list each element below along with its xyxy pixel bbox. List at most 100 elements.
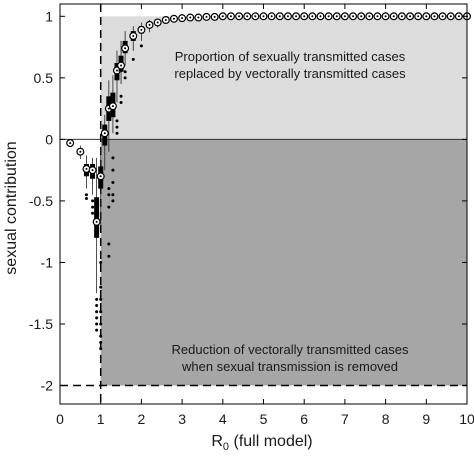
box-outlier [95,316,99,320]
box-median-dot [327,15,330,18]
box-median-dot [400,15,403,18]
y-tick-label: -1 [41,254,54,270]
box-44 [389,12,398,21]
box-median-dot [164,19,167,21]
y-axis-ticks: 1 0.5 0 -0.5 -1 -1.5 -2 [29,8,467,394]
box-17 [169,14,178,23]
box-0 [66,139,75,148]
box-outlier [99,285,103,289]
upper-region-text-line2: replaced by vectorally transmitted cases [174,66,406,81]
box-52 [454,12,463,21]
box-31 [283,12,292,21]
box-outlier [95,328,99,332]
box-28 [259,12,268,21]
box-outlier [107,187,111,191]
box-median-dot [221,15,224,18]
box-outlier [95,310,99,314]
box-outlier [131,57,135,61]
box-outlier [107,205,111,209]
box-median-dot [417,15,420,18]
x-tick-label: 1 [97,411,105,427]
box-median-dot [392,15,395,18]
box-median-dot [295,15,298,18]
x-axis-label-subscript: 0 [223,441,229,453]
box-34 [308,12,317,21]
x-tick-label: 5 [260,411,268,427]
box-36 [324,12,333,21]
lower-region-shade [100,139,467,386]
box-median-dot [254,15,257,18]
box-median-dot [148,23,151,26]
box-outlier [91,205,95,209]
box-outlier [99,260,103,264]
box-outlier [119,100,123,104]
box-7 [104,80,113,258]
box-median-dot [132,35,135,37]
y-tick-label: 0 [45,131,53,147]
box-1 [76,145,85,160]
box-49 [430,12,439,21]
box-41 [365,12,374,21]
box-median-dot [449,15,452,18]
box-median-dot [172,17,175,20]
box-median-dot [335,15,338,18]
box-median-dot [111,105,114,108]
box-45 [397,12,406,21]
x-tick-label: 4 [219,411,227,427]
box-outlier [99,340,103,344]
box-27 [251,12,260,21]
box-19 [186,13,195,22]
y-tick-label: -0.5 [29,193,53,209]
box-series [66,12,472,351]
box-median-dot [343,15,346,18]
box-43 [381,12,390,21]
box-outlier [111,180,115,184]
box-16 [161,16,170,25]
box-median-dot [107,107,110,110]
box-median-dot [229,15,232,18]
box-median-dot [91,169,94,172]
box-median-dot [303,15,306,18]
box-outlier [111,156,115,160]
box-outlier [115,119,119,123]
box-median-dot [376,15,379,18]
box-outlier [111,168,115,172]
y-tick-label: -2 [41,378,54,394]
box-12 [129,26,138,61]
box-25 [235,12,244,21]
y-axis-label: sexual contribution [3,141,20,274]
box-37 [332,12,341,21]
x-tick-label: 10 [459,411,474,427]
box-50 [438,12,447,21]
box-median-dot [352,15,355,18]
box-38 [340,12,349,21]
box-11 [121,31,130,80]
box-median-dot [181,17,184,20]
x-tick-label: 8 [382,411,390,427]
box-outlier [123,70,127,74]
x-axis-ticks: 0 1 2 3 4 5 6 7 8 9 10 [56,4,474,427]
box-15 [153,18,162,28]
box-13 [137,22,146,48]
box-5 [96,149,105,351]
box-median-dot [140,28,143,31]
box-14 [145,20,154,33]
box-18 [178,14,187,23]
box-26 [243,12,252,21]
box-median-dot [79,150,82,153]
box-51 [446,12,455,21]
box-median-dot [189,16,192,19]
box-outlier [115,131,119,135]
y-tick-label: 1 [45,8,53,24]
box-median-dot [115,69,118,72]
box-outlier [111,199,115,203]
box-6 [100,114,109,171]
x-axis-label: R0 (full model) [211,433,312,453]
box-30 [275,12,284,21]
box-32 [292,12,301,21]
box-outlier [99,347,103,351]
box-outlier [139,44,143,48]
x-tick-label: 0 [56,411,64,427]
box-median-dot [156,21,159,24]
